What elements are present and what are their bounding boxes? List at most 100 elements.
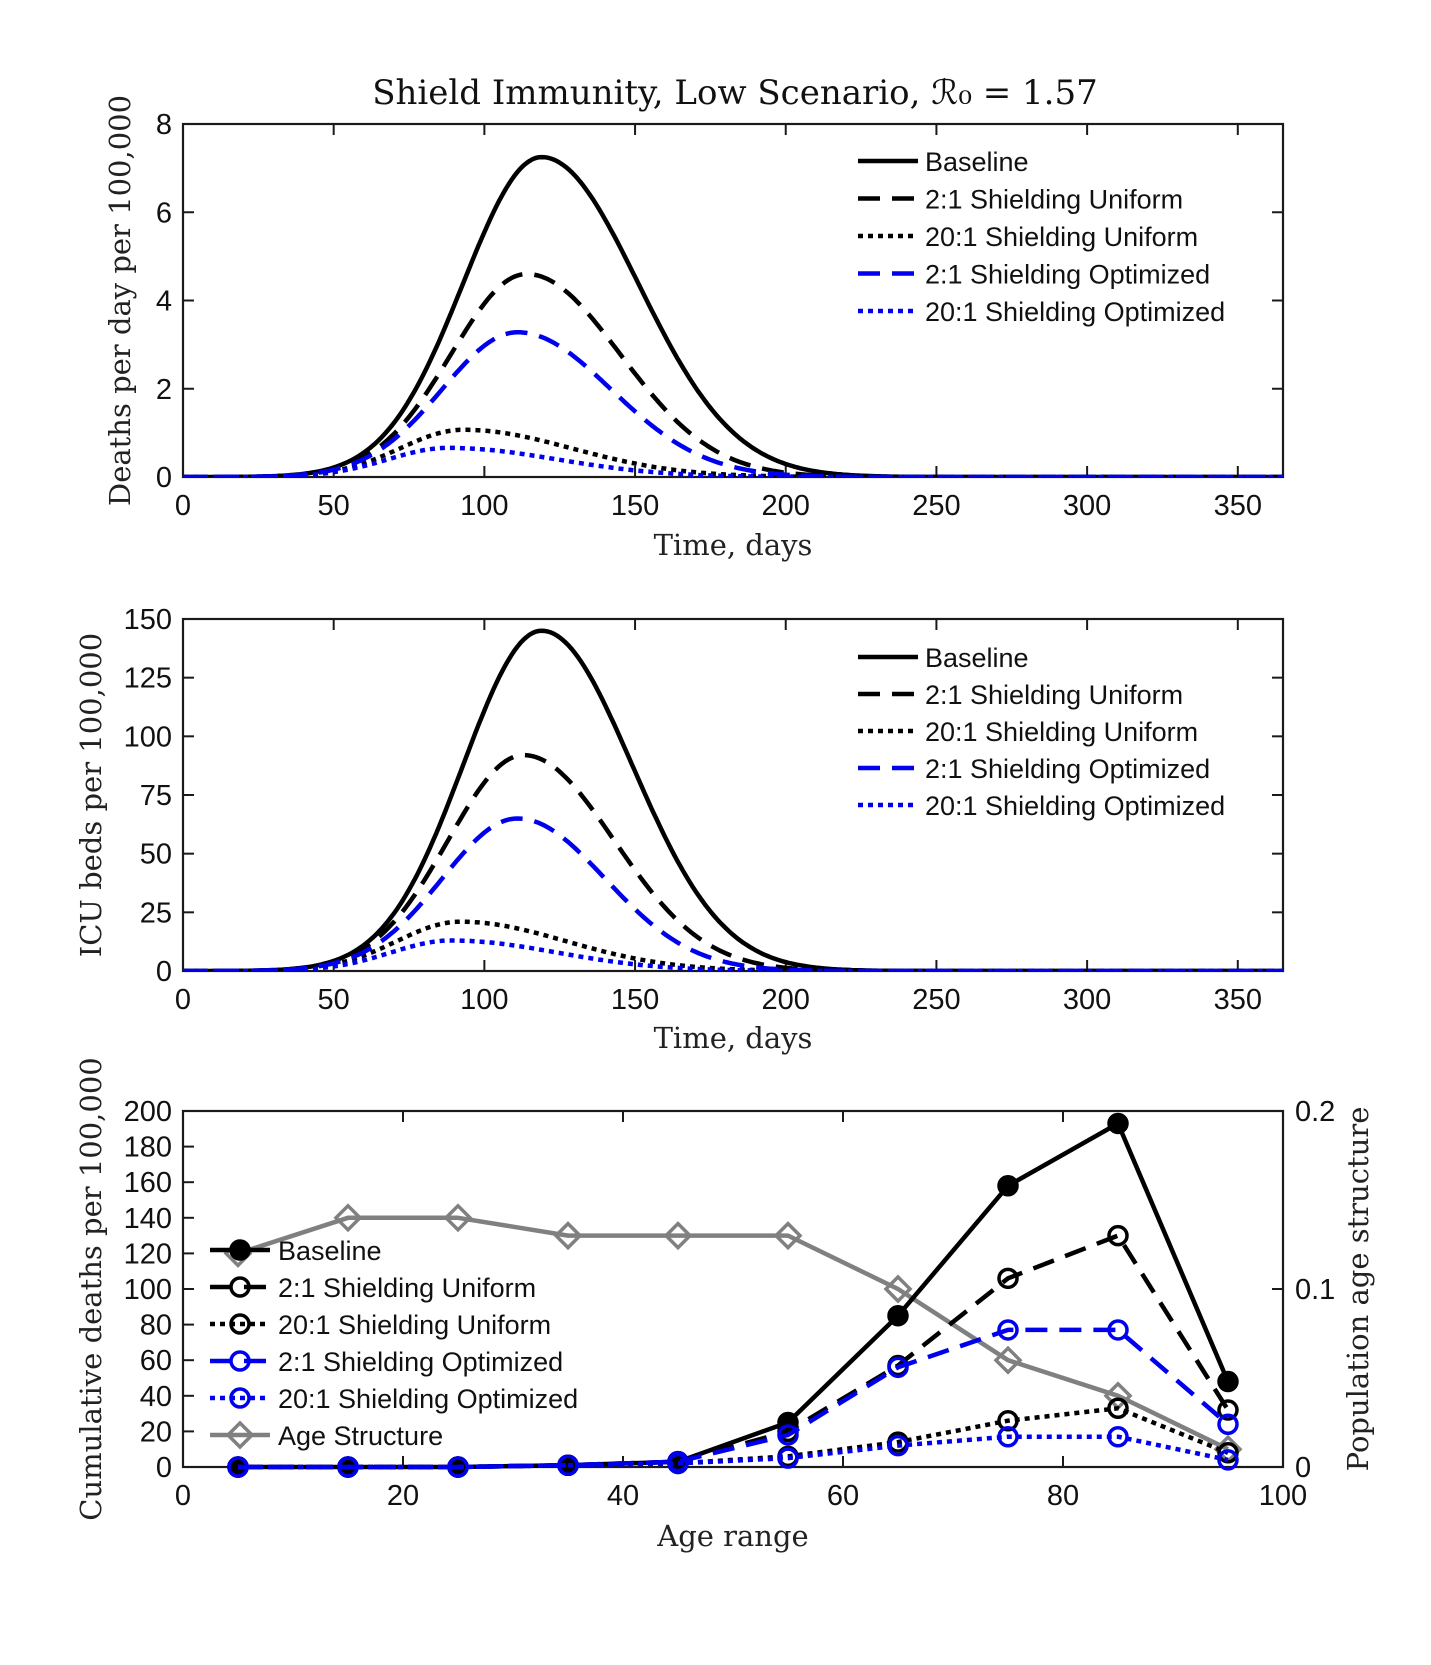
series-line	[183, 628, 1283, 971]
data-point	[777, 1424, 799, 1446]
y-tick-label: 160	[124, 1167, 172, 1199]
data-point	[227, 1456, 249, 1478]
x-tick-label: 150	[611, 490, 659, 522]
series	[223, 1203, 1243, 1464]
x-tick-label: 0	[175, 1480, 191, 1512]
series-line	[183, 752, 1283, 971]
x-tick-label: 100	[460, 490, 508, 522]
y-tick-label: 100	[124, 1274, 172, 1306]
y-tick-label: 0	[156, 1452, 172, 1484]
series-line	[183, 816, 1283, 971]
data-point	[887, 1434, 909, 1457]
data-point	[229, 1350, 251, 1372]
legend-item: 20:1 Shielding Uniform	[210, 1310, 551, 1340]
data-point	[447, 1456, 469, 1478]
data-point	[887, 1304, 909, 1327]
data-point	[883, 1274, 913, 1304]
y-tick-label: 4	[156, 286, 172, 318]
x-tick-label: 150	[611, 984, 659, 1016]
legend-label: 2:1 Shielding Optimized	[278, 1347, 563, 1377]
y-tick-label: 80	[140, 1310, 172, 1342]
y-tick-label: 75	[140, 780, 172, 812]
deaths-per-day-chart: 0 50 100 150 200 250 300 350 0 2 4 6 8 Time, days Deat…	[103, 95, 1285, 562]
y-axis-title: Deaths per day per 100,000	[103, 95, 137, 506]
data-point	[1107, 1224, 1129, 1247]
data-point	[553, 1221, 583, 1251]
legend-item: 2:1 Shielding Optimized	[858, 260, 1210, 290]
data-point	[443, 1203, 473, 1233]
y-axis-title: ICU beds per 100,000	[74, 633, 108, 957]
series-line	[183, 154, 1283, 477]
y2-tick-label: 0	[1295, 1452, 1311, 1484]
x-tick-label: 200	[762, 490, 810, 522]
figure-title: Shield Immunity, Low Scenario, ℛ₀ = 1.57	[372, 73, 1098, 113]
series-line	[183, 330, 1283, 477]
x-tick-label: 350	[1214, 984, 1262, 1016]
data-point	[887, 1356, 909, 1379]
legend-item: 20:1 Shielding Uniform	[858, 222, 1198, 252]
data-point	[773, 1221, 803, 1251]
legend-label: Baseline	[925, 147, 1029, 177]
data-point	[1217, 1399, 1239, 1421]
data-point	[229, 1276, 251, 1298]
x-tick-label: 300	[1063, 984, 1111, 1016]
legend: Baseline 2:1 Shielding Uniform 20:1 Shield…	[210, 1236, 578, 1451]
series	[227, 1425, 1239, 1478]
legend-item: 20:1 Shielding Optimized	[858, 297, 1225, 327]
x-axis-title: Time, days	[654, 1021, 813, 1055]
x-tick-label: 250	[912, 984, 960, 1016]
y2-tick-label: 0.2	[1295, 1096, 1335, 1128]
legend-label: 20:1 Shielding Uniform	[278, 1310, 551, 1340]
y-tick-label: 20	[140, 1416, 172, 1448]
data-point	[1217, 1370, 1239, 1393]
legend-item: Age Structure	[210, 1420, 443, 1451]
y-tick-label: 40	[140, 1381, 172, 1413]
legend-item: 20:1 Shielding Optimized	[210, 1384, 578, 1414]
legend-label: 20:1 Shielding Optimized	[925, 791, 1225, 821]
legend-item: 20:1 Shielding Uniform	[858, 717, 1198, 747]
x-tick-label: 60	[827, 1480, 859, 1512]
data-point	[997, 1175, 1019, 1197]
legend: Baseline 2:1 Shielding Uniform 20:1 Shield…	[858, 147, 1225, 327]
y-tick-label: 140	[124, 1203, 172, 1235]
legend-item: 2:1 Shielding Uniform	[858, 185, 1183, 215]
legend-label: 2:1 Shielding Uniform	[278, 1273, 536, 1303]
y-tick-label: 25	[140, 897, 172, 929]
series-line	[183, 445, 1283, 477]
y-tick-label: 200	[124, 1096, 172, 1128]
series-line	[238, 1327, 1230, 1470]
data-point	[777, 1447, 799, 1469]
legend-item: 20:1 Shielding Optimized	[858, 791, 1225, 821]
data-point	[997, 1267, 1019, 1290]
data-point	[1217, 1442, 1239, 1464]
y-tick-label: 150	[124, 604, 172, 636]
data-point	[1107, 1112, 1129, 1135]
data-point	[667, 1452, 689, 1475]
x-tick-label: 40	[607, 1480, 639, 1512]
legend-item: Baseline	[858, 147, 1029, 177]
legend-label: 2:1 Shielding Uniform	[925, 185, 1183, 215]
legend-item: Baseline	[210, 1236, 382, 1266]
y-tick-label: 60	[140, 1345, 172, 1377]
data-point	[997, 1319, 1019, 1341]
data-point	[997, 1409, 1019, 1432]
data-point	[997, 1425, 1019, 1448]
data-point	[333, 1203, 363, 1233]
cumulative-deaths-by-age-chart: 0 20 40 60 80 100020406080100120140160180200A…	[74, 1057, 1375, 1553]
data-point	[1217, 1413, 1239, 1436]
y-tick-label: 180	[124, 1132, 172, 1164]
x-tick-label: 250	[912, 490, 960, 522]
legend: Baseline 2:1 Shielding Uniform 20:1 Shield…	[858, 643, 1225, 821]
data-point	[663, 1221, 693, 1251]
data-point	[229, 1387, 251, 1409]
x-tick-label: 80	[1047, 1480, 1079, 1512]
data-point	[229, 1239, 251, 1261]
y2-axis-title: Population age structure	[1341, 1107, 1375, 1472]
legend-label: 2:1 Shielding Optimized	[925, 754, 1210, 784]
y-tick-label: 8	[156, 109, 172, 141]
x-tick-label: 350	[1214, 490, 1262, 522]
data-point	[229, 1313, 251, 1335]
y-tick-label: 6	[156, 197, 172, 229]
data-point	[557, 1454, 579, 1476]
data-point	[1107, 1319, 1129, 1341]
